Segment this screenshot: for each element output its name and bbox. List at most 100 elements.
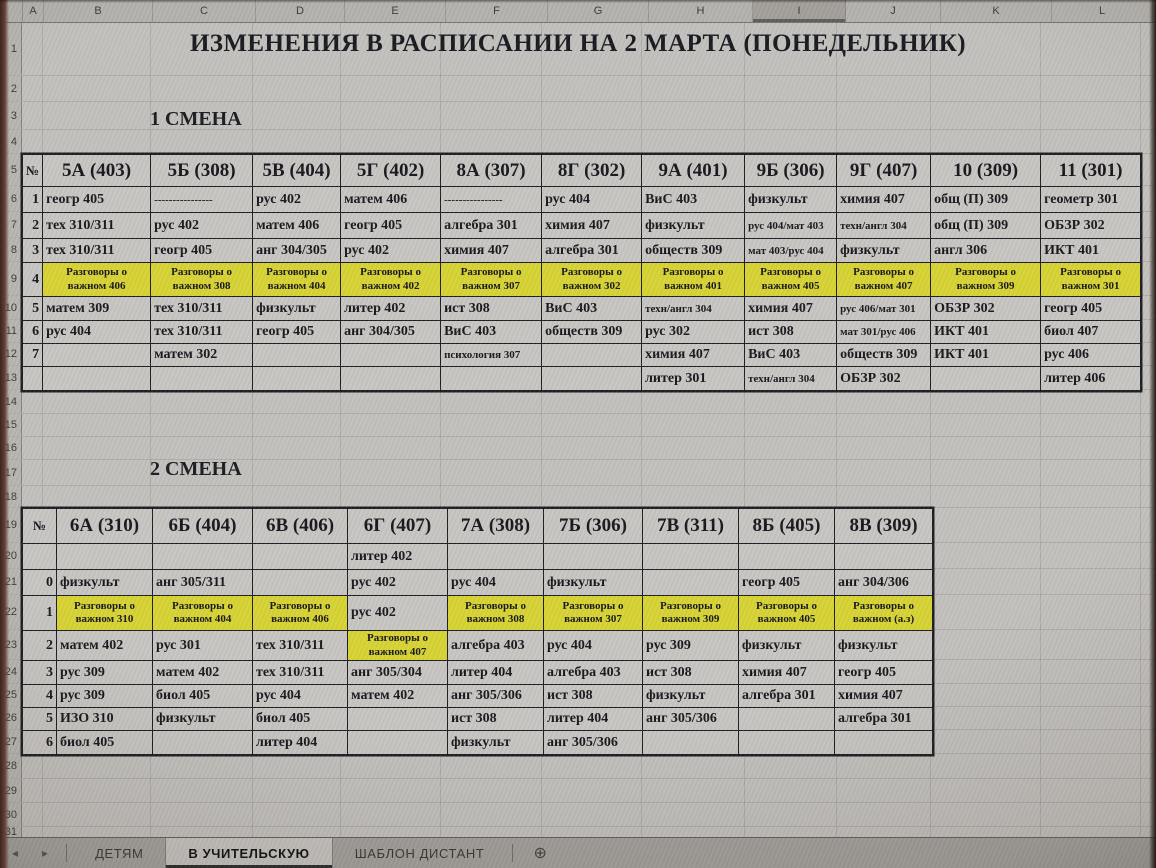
- highlight-cell[interactable]: Разговоры о важном 407: [347, 630, 448, 661]
- class-header-cell[interactable]: 5А (403): [42, 154, 152, 187]
- schedule-cell[interactable]: ВиС 403: [744, 343, 838, 367]
- class-header-cell[interactable]: 9Г (407): [836, 154, 932, 187]
- lesson-number-cell[interactable]: 5: [21, 296, 44, 321]
- schedule-cell[interactable]: [541, 343, 643, 367]
- lesson-number-cell[interactable]: 2: [22, 630, 57, 661]
- highlight-cell[interactable]: Разговоры о важном 404: [252, 262, 342, 297]
- schedule-cell[interactable]: рус 404: [541, 186, 643, 213]
- schedule-cell[interactable]: обществ 309: [541, 320, 643, 344]
- schedule-cell[interactable]: рус 402: [340, 238, 442, 263]
- schedule-cell[interactable]: ОБЗР 302: [1040, 212, 1142, 239]
- highlight-cell[interactable]: Разговоры о важном 301: [1040, 262, 1142, 297]
- schedule-cell[interactable]: ИКТ 401: [1040, 238, 1142, 263]
- schedule-cell[interactable]: физкульт: [738, 630, 835, 661]
- highlight-cell[interactable]: Разговоры о важном 308: [150, 262, 254, 297]
- schedule-cell[interactable]: ВиС 403: [440, 320, 543, 344]
- lesson-number-cell[interactable]: 5: [22, 707, 57, 731]
- schedule-cell[interactable]: тех 310/311: [150, 320, 254, 344]
- schedule-cell[interactable]: техн/англ 304: [744, 366, 838, 391]
- schedule-cell[interactable]: [447, 543, 544, 570]
- schedule-cell[interactable]: геогр 405: [42, 186, 152, 213]
- highlight-cell[interactable]: Разговоры о важном 307: [543, 595, 643, 631]
- schedule-cell[interactable]: химия 407: [834, 684, 933, 708]
- schedule-cell[interactable]: [642, 730, 739, 755]
- schedule-cell[interactable]: [42, 366, 152, 391]
- column-header[interactable]: C: [153, 0, 256, 22]
- schedule-cell[interactable]: анг 304/305: [340, 320, 442, 344]
- schedule-cell[interactable]: алгебра 301: [738, 684, 835, 708]
- schedule-cell[interactable]: анг 305/304: [347, 660, 448, 685]
- schedule-cell[interactable]: [252, 543, 348, 570]
- schedule-cell[interactable]: матем 402: [347, 684, 448, 708]
- lesson-number-cell[interactable]: [22, 543, 57, 570]
- schedule-cell[interactable]: [56, 543, 153, 570]
- schedule-cell[interactable]: химия 407: [738, 660, 835, 685]
- schedule-cell[interactable]: анг 304/305: [252, 238, 342, 263]
- schedule-cell[interactable]: литер 404: [543, 707, 643, 731]
- schedule-cell[interactable]: литер 301: [641, 366, 746, 391]
- class-header-cell[interactable]: 7Б (306): [543, 508, 643, 544]
- schedule-cell[interactable]: ВиС 403: [541, 296, 643, 321]
- lesson-number-cell[interactable]: 4: [21, 262, 44, 297]
- schedule-cell[interactable]: ист 308: [447, 707, 544, 731]
- schedule-cell[interactable]: химия 407: [541, 212, 643, 239]
- schedule-cell[interactable]: литер 406: [1040, 366, 1142, 391]
- schedule-cell[interactable]: [543, 543, 643, 570]
- schedule-cell[interactable]: ИЗО 310: [56, 707, 153, 731]
- highlight-cell[interactable]: Разговоры о важном 307: [440, 262, 543, 297]
- class-header-cell[interactable]: 6В (406): [252, 508, 348, 544]
- schedule-cell[interactable]: [642, 543, 739, 570]
- schedule-cell[interactable]: рус 404/мат 403: [744, 212, 838, 239]
- schedule-cell[interactable]: [42, 343, 152, 367]
- schedule-cell[interactable]: [340, 343, 442, 367]
- schedule-cell[interactable]: физкульт: [641, 212, 746, 239]
- schedule-cell[interactable]: ист 308: [440, 296, 543, 321]
- schedule-cell[interactable]: литер 402: [340, 296, 442, 321]
- schedule-cell[interactable]: анг 305/306: [447, 684, 544, 708]
- schedule-cell[interactable]: алгебра 403: [447, 630, 544, 661]
- schedule-cell[interactable]: ВиС 403: [641, 186, 746, 213]
- schedule-cell[interactable]: мат 301/рус 406: [836, 320, 932, 344]
- lesson-number-cell[interactable]: 3: [21, 238, 44, 263]
- schedule-cell[interactable]: химия 407: [836, 186, 932, 213]
- schedule-cell[interactable]: рус 404: [252, 684, 348, 708]
- schedule-cell[interactable]: [340, 366, 442, 391]
- lesson-number-cell[interactable]: 1: [21, 186, 44, 213]
- highlight-cell[interactable]: Разговоры о важном 310: [56, 595, 153, 631]
- lesson-number-cell[interactable]: 7: [21, 343, 44, 367]
- schedule-cell[interactable]: рус 302: [641, 320, 746, 344]
- schedule-cell[interactable]: англ 306: [930, 238, 1042, 263]
- class-header-cell[interactable]: 5Б (308): [150, 154, 254, 187]
- lesson-number-cell[interactable]: 6: [22, 730, 57, 755]
- sheet-tab[interactable]: В УЧИТЕЛЬСКУЮ: [165, 838, 333, 868]
- schedule-cell[interactable]: геогр 405: [340, 212, 442, 239]
- schedule-cell[interactable]: биол 407: [1040, 320, 1142, 344]
- schedule-cell[interactable]: анг 305/311: [152, 569, 253, 596]
- schedule-cell[interactable]: химия 407: [744, 296, 838, 321]
- sheet-nav-left-icon[interactable]: ◂: [12, 846, 19, 860]
- lesson-number-cell[interactable]: 1: [22, 595, 57, 631]
- schedule-cell[interactable]: [152, 543, 253, 570]
- lesson-number-cell[interactable]: 0: [22, 569, 57, 596]
- schedule-cell[interactable]: [252, 343, 342, 367]
- class-header-cell[interactable]: 11 (301): [1040, 154, 1142, 187]
- schedule-cell[interactable]: обществ 309: [836, 343, 932, 367]
- class-header-cell[interactable]: 7В (311): [642, 508, 739, 544]
- highlight-cell[interactable]: Разговоры о важном 308: [447, 595, 544, 631]
- highlight-cell[interactable]: Разговоры о важном 405: [744, 262, 838, 297]
- column-header[interactable]: D: [256, 0, 345, 22]
- class-header-cell[interactable]: 6Г (407): [347, 508, 448, 544]
- schedule-cell[interactable]: физкульт: [447, 730, 544, 755]
- schedule-cell[interactable]: ----------------: [440, 186, 543, 213]
- add-sheet-icon[interactable]: ⊕: [533, 845, 547, 862]
- schedule-cell[interactable]: [347, 730, 448, 755]
- schedule-cell[interactable]: матем 406: [340, 186, 442, 213]
- schedule-cell[interactable]: рус 402: [252, 186, 342, 213]
- column-header[interactable]: B: [44, 0, 153, 22]
- schedule-cell[interactable]: [252, 366, 342, 391]
- class-header-cell[interactable]: 5Г (402): [340, 154, 442, 187]
- class-header-cell[interactable]: 8А (307): [440, 154, 543, 187]
- schedule-cell[interactable]: [930, 366, 1042, 391]
- schedule-cell[interactable]: биол 405: [56, 730, 153, 755]
- schedule-cell[interactable]: рус 404: [447, 569, 544, 596]
